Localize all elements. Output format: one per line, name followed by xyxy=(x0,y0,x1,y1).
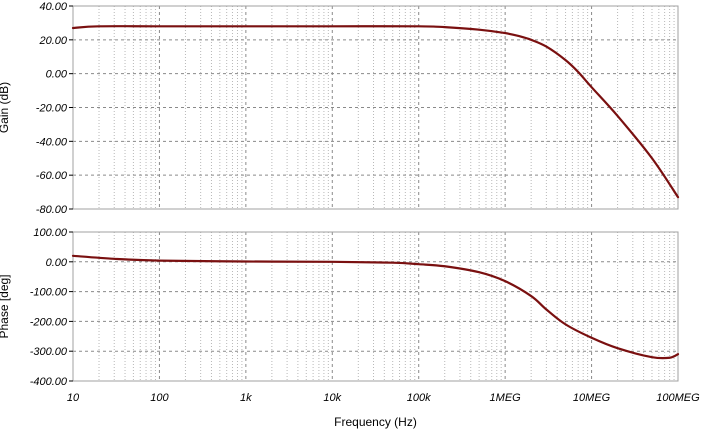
y-tick-label: 100.00 xyxy=(33,227,68,239)
x-tick-label: 100 xyxy=(150,392,169,404)
y-tick-label: -300.00 xyxy=(30,346,68,358)
y-tick-label: -60.00 xyxy=(36,170,68,182)
gain-trace xyxy=(71,25,680,199)
y-axis-title: Phase [deg] xyxy=(0,274,11,338)
y-tick-label: 40.00 xyxy=(39,1,67,13)
y-tick-label: -400.00 xyxy=(30,376,68,388)
y-tick-label: 20.00 xyxy=(38,35,67,47)
plot-frame xyxy=(72,231,679,382)
y-tick-label: -200.00 xyxy=(30,316,68,328)
y-tick-label: -100.00 xyxy=(30,287,68,299)
y-axis-title: Gain (dB) xyxy=(0,82,11,133)
y-tick-label: -20.00 xyxy=(36,103,68,115)
x-tick-label: 100MEG xyxy=(656,392,700,404)
x-axis-title: Frequency (Hz) xyxy=(334,415,417,429)
x-tick-label: 100k xyxy=(407,392,431,404)
y-tick-label: -80.00 xyxy=(36,204,68,216)
x-tick-label: 10MEG xyxy=(573,392,611,404)
x-tick-label: 10k xyxy=(323,392,341,404)
phase-trace xyxy=(71,254,680,360)
x-tick-label: 10 xyxy=(67,392,80,404)
y-tick-label: -40.00 xyxy=(36,136,68,148)
y-tick-label: 0.00 xyxy=(46,257,68,269)
x-tick-label: 1k xyxy=(240,392,252,404)
x-tick-label: 1MEG xyxy=(490,392,522,404)
y-tick-label: 0.00 xyxy=(46,69,68,81)
